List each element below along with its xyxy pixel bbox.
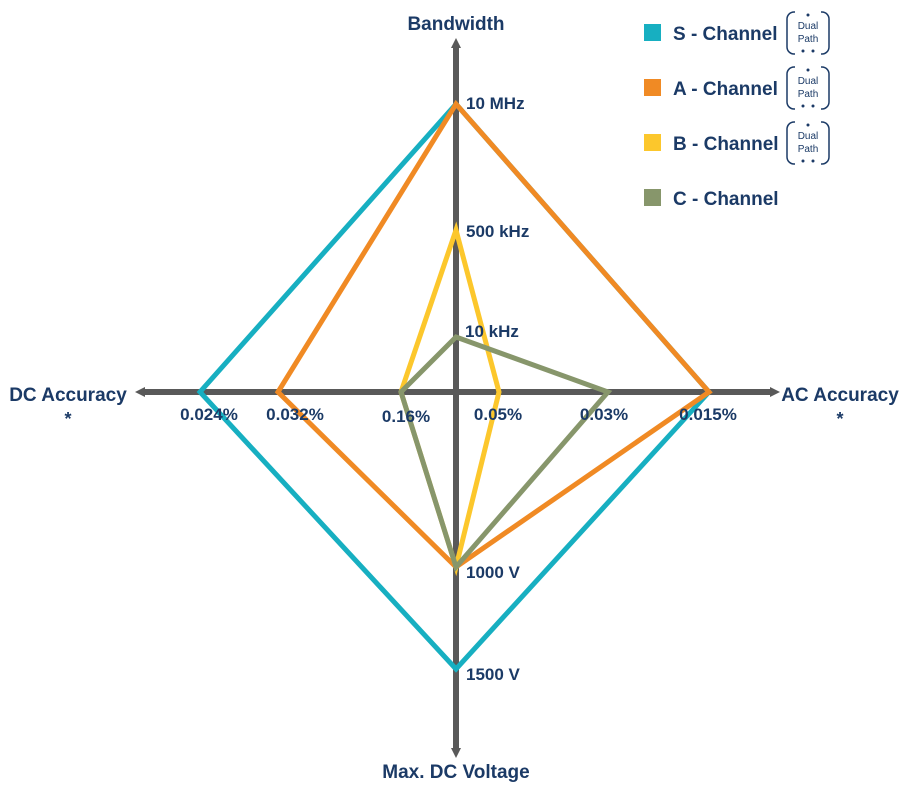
legend-swatch-c-channel — [644, 189, 661, 206]
axis-note-dc-accuracy: * — [64, 409, 71, 429]
legend-swatch-a-channel — [644, 79, 661, 96]
dual-path-icon-frame — [786, 11, 830, 55]
dual-path-icon-line1: Dual — [798, 76, 819, 87]
tick-label-ac-accuracy-0-015: 0.015% — [679, 405, 737, 424]
dual-path-icon-dot-left — [801, 104, 805, 108]
dual-path-icon-line1: Dual — [798, 21, 819, 32]
axis-label-dc-accuracy: DC Accuracy — [9, 385, 127, 406]
dual-path-icon-line1: Dual — [798, 131, 819, 142]
dual-path-icon-dot-left — [801, 49, 805, 53]
dual-path-icon-dot-right — [811, 104, 815, 108]
tick-label-dc-accuracy-0-032: 0.032% — [266, 405, 324, 424]
dual-path-icon-dot-top — [806, 68, 810, 72]
series-c-channel — [398, 334, 613, 573]
tick-label-dc-accuracy-0-16: 0.16% — [382, 407, 430, 426]
dual-path-icon-line2: Path — [798, 34, 819, 45]
series-layer — [196, 99, 713, 673]
tick-label-ac-accuracy-0-05: 0.05% — [474, 405, 522, 424]
dual-path-icon-gap-bottom — [795, 51, 821, 56]
dual-path-icon-frame — [786, 66, 830, 110]
legend-swatch-s-channel — [644, 24, 661, 41]
dual-path-icon: Dual Path — [786, 10, 830, 56]
tick-label-max-dc-voltage-1500-v: 1500 V — [466, 665, 521, 684]
axis-label-bandwidth: Bandwidth — [407, 14, 504, 35]
dual-path-icon-line2: Path — [798, 144, 819, 155]
dual-path-icon-dot-left — [801, 159, 805, 163]
dual-path-icon-gap-top — [795, 120, 821, 125]
dual-path-icon: Dual Path — [786, 65, 830, 111]
legend: S - Channel Dual Path A - Channel Dual Path B … — [644, 10, 830, 210]
dual-path-icon-dot-top — [806, 13, 810, 17]
tick-label-max-dc-voltage-1000-v: 1000 V — [466, 563, 521, 582]
tick-label-ac-accuracy-0-03: 0.03% — [580, 405, 628, 424]
dual-path-icon: Dual Path — [786, 120, 830, 166]
dual-path-icon-gap-bottom — [795, 161, 821, 166]
dual-path-icon-gap-top — [795, 65, 821, 70]
tick-label-bandwidth-500-khz: 500 kHz — [466, 222, 529, 241]
axis-note-ac-accuracy: * — [836, 409, 843, 429]
legend-label-b-channel: B - Channel — [673, 134, 779, 155]
legend-label-a-channel: A - Channel — [673, 79, 778, 100]
dual-path-icon-frame — [786, 121, 830, 165]
dual-path-icon-gap-bottom — [795, 106, 821, 111]
legend-label-s-channel: S - Channel — [673, 24, 778, 45]
tick-label-bandwidth-10-khz: 10 kHz — [465, 322, 519, 341]
dual-path-icon-dot-right — [811, 49, 815, 53]
dual-path-icon-line2: Path — [798, 89, 819, 100]
tick-label-bandwidth-10-mhz: 10 MHz — [466, 94, 525, 113]
legend-label-c-channel: C - Channel — [673, 189, 779, 210]
tick-label-dc-accuracy-0-024: 0.024% — [180, 405, 238, 424]
dual-path-icon-dot-top — [806, 123, 810, 127]
series-b-channel — [398, 221, 502, 577]
axis-label-max-dc-voltage: Max. DC Voltage — [382, 762, 529, 783]
dual-path-icon-gap-top — [795, 10, 821, 15]
dual-path-icon-dot-right — [811, 159, 815, 163]
legend-swatch-b-channel — [644, 134, 661, 151]
ticks-layer: 10 kHz 500 kHz 10 MHz 0.05% 0.03% 0.015% 1000 … — [180, 94, 737, 684]
axis-label-ac-accuracy: AC Accuracy — [781, 385, 899, 406]
